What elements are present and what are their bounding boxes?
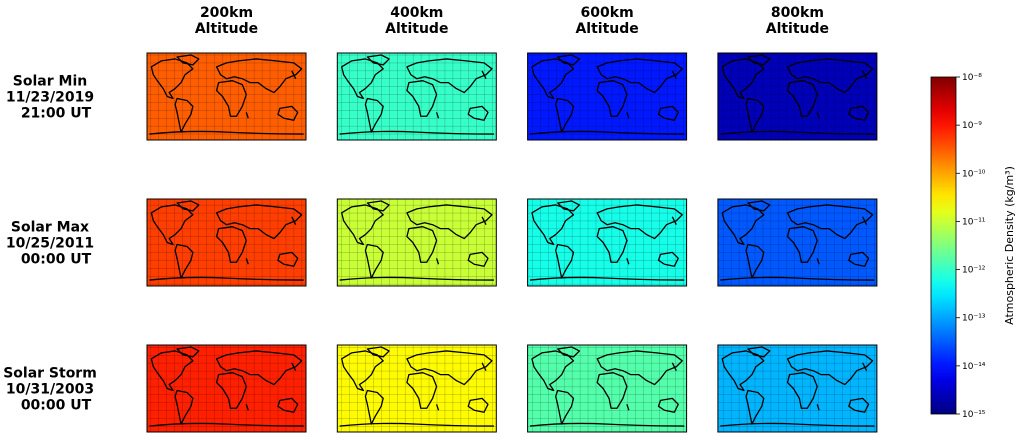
map-grid [527, 53, 687, 140]
colorbar-label: Atmospheric Density (kg/m³) [1003, 166, 1016, 325]
map-grid [337, 199, 497, 286]
colorbar-tick-label: 10⁻¹¹ [962, 217, 986, 227]
map-grid [147, 345, 306, 432]
row-label: Solar Storm [3, 366, 97, 382]
map-grid [717, 345, 877, 432]
colorbar-tick-label: 10⁻¹³ [962, 314, 986, 324]
panel-frame [717, 52, 878, 141]
panel-frame [527, 52, 688, 141]
row-label: 21:00 UT [21, 106, 92, 122]
panel-frame [146, 52, 307, 141]
colorbar-tick-label: 10⁻¹⁰ [962, 169, 986, 179]
panel-frame [717, 198, 878, 287]
column-header: Altitude [575, 21, 638, 37]
panel-frame [527, 344, 688, 433]
map-grid [527, 345, 687, 432]
map-grid [147, 53, 306, 140]
column-header: 200km [200, 5, 253, 21]
panel-frame [336, 344, 497, 433]
row-label: 00:00 UT [21, 398, 92, 414]
row-label: 11/23/2019 [6, 90, 94, 106]
column-header: Altitude [766, 21, 829, 37]
row-label: 10/25/2011 [6, 236, 94, 252]
colorbar-tick-label: 10⁻¹² [962, 266, 986, 276]
map-grid [337, 345, 497, 432]
map-grid [717, 199, 877, 286]
column-header: 400km [390, 5, 443, 21]
row-label: 10/31/2003 [6, 382, 94, 398]
colorbar-tick-label: 10⁻⁸ [962, 73, 982, 83]
row-label: Solar Min [13, 74, 87, 90]
map-grid [337, 53, 497, 140]
row-label: Solar Max [11, 220, 89, 236]
panel-frame [336, 52, 497, 141]
panel-frame [146, 198, 307, 287]
map-grid [717, 53, 877, 140]
column-header: 600km [581, 5, 634, 21]
colorbar-tick-label: 10⁻⁹ [962, 121, 982, 131]
column-header: Altitude [195, 21, 258, 37]
column-header: 800km [771, 5, 824, 21]
colorbar-tick-label: 10⁻¹⁵ [962, 410, 986, 420]
map-grid [147, 199, 306, 286]
panel-frame [527, 198, 688, 287]
colorbar-tick-label: 10⁻¹⁴ [962, 362, 986, 372]
panel-frame [336, 198, 497, 287]
panel-frame [146, 344, 307, 433]
colorbar [930, 76, 957, 415]
column-header: Altitude [385, 21, 448, 37]
map-grid [527, 199, 687, 286]
row-label: 00:00 UT [21, 252, 92, 268]
panel-frame [717, 344, 878, 433]
